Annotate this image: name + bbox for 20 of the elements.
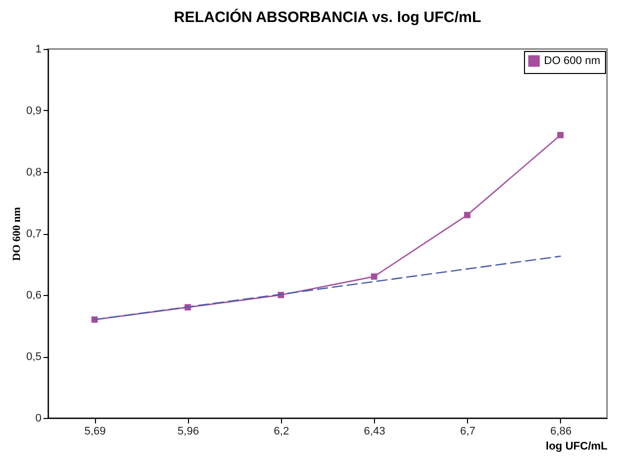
y-tick-label: 0,5 bbox=[26, 351, 42, 363]
x-tick-label: 6,2 bbox=[274, 426, 290, 438]
y-tick-label: 0,6 bbox=[26, 290, 42, 302]
x-tick-label: 6,86 bbox=[550, 426, 572, 438]
y-tick-label: 0,8 bbox=[26, 166, 42, 178]
chart-title: RELACIÓN ABSORBANCIA vs. log UFC/mL bbox=[174, 8, 482, 26]
legend-label: DO 600 nm bbox=[544, 55, 600, 67]
y-tick-label: 0 bbox=[35, 412, 42, 424]
point bbox=[464, 212, 470, 218]
y-tick-label: 0,7 bbox=[26, 228, 42, 240]
y-tick-label: 0,9 bbox=[26, 105, 42, 117]
x-tick-label: 5,96 bbox=[178, 426, 199, 438]
y-axis-title: DO 600 nm bbox=[11, 207, 24, 261]
point bbox=[557, 132, 564, 138]
x-axis-title: log UFC/mL bbox=[546, 440, 608, 452]
point bbox=[370, 273, 378, 280]
x-tick-label: 6,7 bbox=[460, 426, 476, 438]
x-tick-label: 6,43 bbox=[364, 426, 386, 438]
x-tick-label: 5,69 bbox=[84, 426, 106, 438]
y-tick-label: 1 bbox=[35, 44, 42, 56]
